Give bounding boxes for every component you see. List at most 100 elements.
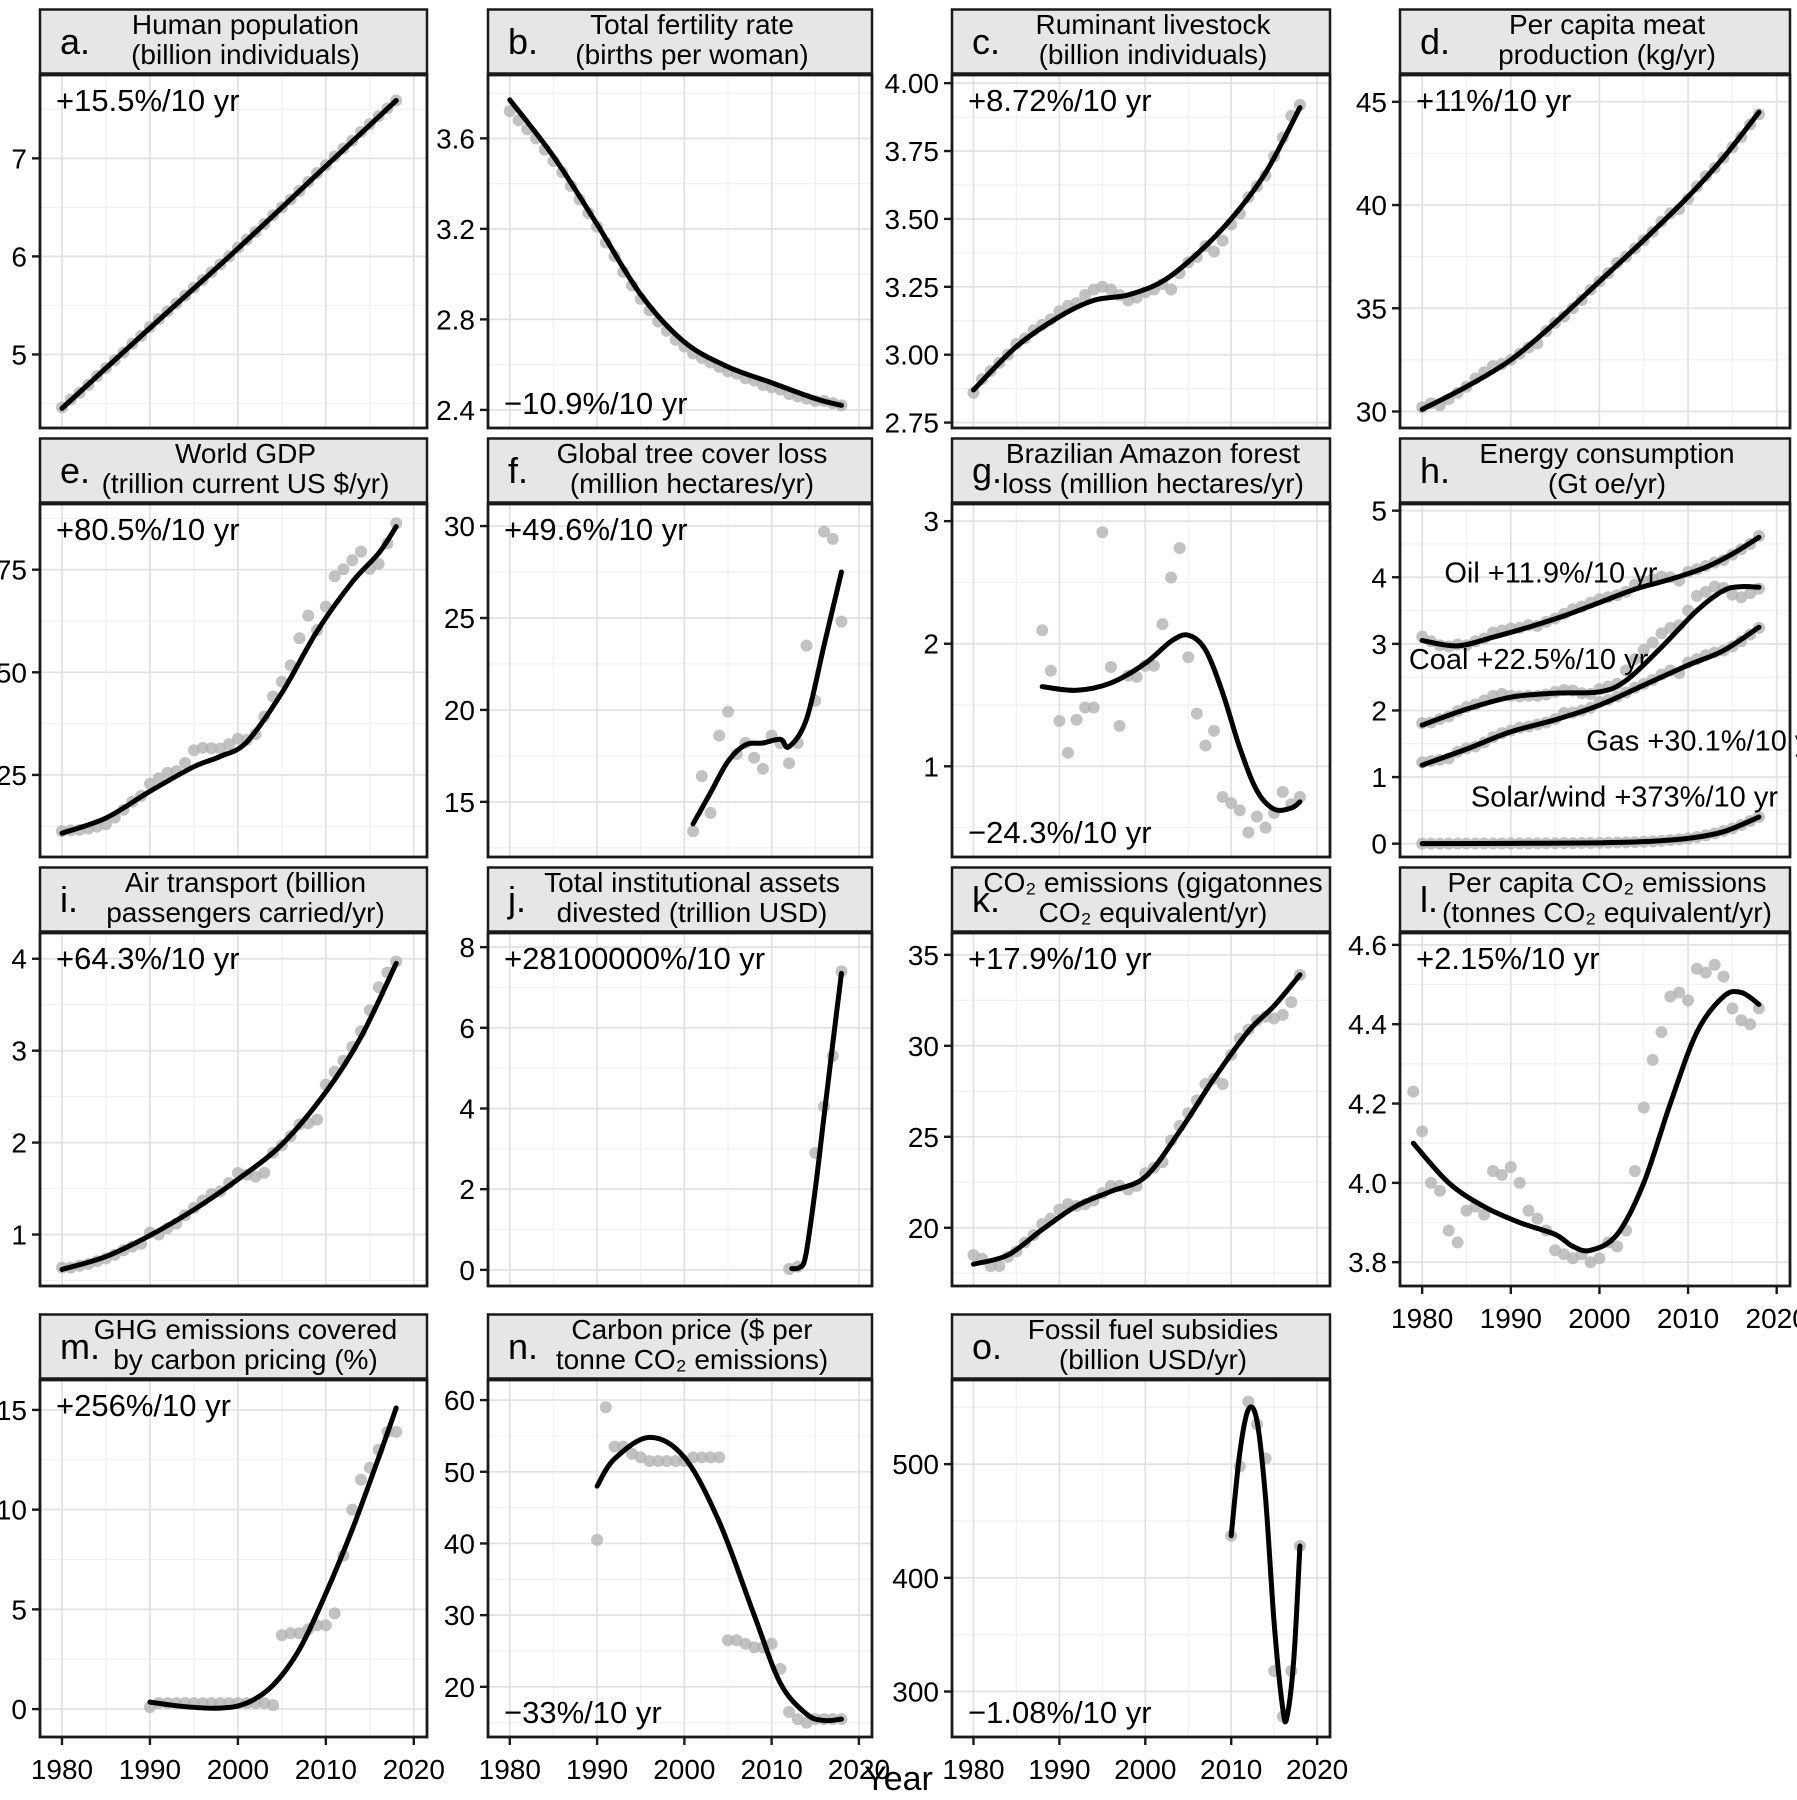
rate-annotation: +2.15%/10 yr bbox=[1416, 941, 1600, 976]
x-tick-label: 1990 bbox=[566, 1754, 628, 1785]
y-tick-label: 400 bbox=[892, 1563, 939, 1594]
y-tick-label: 25 bbox=[0, 760, 27, 791]
y-tick-label: 4.2 bbox=[1348, 1089, 1387, 1120]
panel-g: −24.3%/10 yr g. Brazilian Amazon forestlos… bbox=[923, 437, 1332, 859]
grid bbox=[1400, 933, 1790, 1286]
y-tick-label: 1 bbox=[1371, 762, 1387, 793]
y-tick-label: 4.4 bbox=[1348, 1009, 1387, 1040]
x-tick-label: 1990 bbox=[1028, 1754, 1090, 1785]
plot-border bbox=[486, 1378, 874, 1739]
panel-letter: c. bbox=[972, 21, 1000, 62]
y-axis: 300 400 500 bbox=[892, 1449, 952, 1708]
x-tick-label: 2000 bbox=[1114, 1754, 1176, 1785]
plot-border bbox=[486, 502, 874, 859]
plot-border bbox=[38, 1378, 429, 1739]
y-tick-label: 0 bbox=[11, 1694, 27, 1725]
grid bbox=[952, 933, 1330, 1286]
trend-line-solar_wind bbox=[1419, 814, 1762, 847]
y-tick-label: 3 bbox=[923, 506, 939, 537]
panel-title-line2: (million hectares/yr) bbox=[570, 468, 814, 499]
panel-k: +17.9%/10 yr k.CO₂ emissions (gigatonnesC… bbox=[908, 866, 1332, 1288]
panel-title-line1: CO₂ emissions (gigatonnes bbox=[983, 867, 1322, 898]
panel-title-line1: Brazilian Amazon forest bbox=[1006, 438, 1300, 469]
rate-annotation: +64.3%/10 yr bbox=[56, 941, 240, 976]
y-tick-label: 3 bbox=[1371, 629, 1387, 660]
x-tick-label: 2020 bbox=[383, 1754, 445, 1785]
plot-area bbox=[40, 504, 427, 857]
trend-line-co2_emissions bbox=[970, 972, 1303, 1267]
trend-line-fertility bbox=[507, 97, 844, 408]
panel-title-line1: Per capita CO₂ emissions bbox=[1448, 867, 1767, 898]
rate-annotation: +256%/10 yr bbox=[56, 1388, 231, 1423]
plot-area bbox=[952, 75, 1330, 428]
x-tick-label: 2020 bbox=[1746, 1303, 1797, 1334]
y-tick-label: 3.25 bbox=[885, 272, 940, 303]
plot-area bbox=[488, 933, 872, 1286]
grid bbox=[488, 75, 872, 428]
y-tick-label: 3.8 bbox=[1348, 1247, 1387, 1278]
y-tick-label: 2.8 bbox=[436, 304, 475, 335]
panel-title-line2: production (kg/yr) bbox=[1498, 39, 1716, 70]
panel-letter: m. bbox=[60, 1326, 100, 1367]
y-axis: 30 35 40 45 bbox=[1356, 87, 1400, 427]
y-tick-label: 3.6 bbox=[436, 123, 475, 154]
plot-border bbox=[38, 931, 429, 1288]
panel-letter: b. bbox=[508, 21, 538, 62]
y-axis: 5 6 7 bbox=[11, 143, 40, 370]
panel-h: Oil +11.9%/10 yr Coal +22.5%/10 yr Gas +30… bbox=[1371, 437, 1797, 860]
panel-strip: l. Per capita CO₂ emissions(tonnes CO₂ eq… bbox=[1398, 866, 1792, 933]
rate-annotation: +80.5%/10 yr bbox=[56, 512, 240, 547]
y-tick-label: 3.00 bbox=[885, 340, 940, 371]
panel-title-line1: Carbon price ($ per bbox=[571, 1314, 812, 1345]
y-axis: 3.8 4.0 4.2 4.4 4.6 bbox=[1348, 930, 1400, 1278]
y-axis: 0 1 2 3 4 5 bbox=[1371, 496, 1400, 860]
series-label-oil: Oil +11.9%/10 yr bbox=[1444, 558, 1657, 590]
panel-j: +28100000%/10 yr j. Total institutional as… bbox=[459, 866, 874, 1288]
plot-area bbox=[488, 504, 872, 857]
plot-area bbox=[40, 933, 427, 1286]
panel-strip: c. Ruminant livestock(billion individuals… bbox=[950, 8, 1332, 75]
y-tick-label: 4 bbox=[1371, 562, 1387, 593]
trend-line-livestock bbox=[970, 105, 1303, 393]
rate-annotation: −33%/10 yr bbox=[504, 1695, 662, 1730]
panel-title-line2: (tonnes CO₂ equivalent/yr) bbox=[1442, 897, 1772, 928]
y-tick-label: 5 bbox=[11, 339, 27, 370]
y-axis: 1 2 3 4 bbox=[11, 944, 40, 1251]
grid bbox=[488, 933, 872, 1286]
panel-title-line2: (trillion current US $/yr) bbox=[102, 468, 390, 499]
panel-letter: n. bbox=[508, 1326, 538, 1367]
y-tick-label: 2 bbox=[923, 629, 939, 660]
y-tick-label: 20 bbox=[908, 1213, 939, 1244]
rate-annotation: +28100000%/10 yr bbox=[504, 941, 765, 976]
panel-letter: k. bbox=[972, 879, 1000, 920]
panel-title-line2: (billion individuals) bbox=[131, 39, 360, 70]
y-tick-label: 15 bbox=[0, 1395, 27, 1426]
y-tick-label: 4 bbox=[459, 1093, 475, 1124]
panel-title-line2: passengers carried/yr) bbox=[106, 897, 385, 928]
y-tick-label: 25 bbox=[908, 1122, 939, 1153]
panel-title-line1: Human population bbox=[132, 9, 359, 40]
trend-line-amazon_loss bbox=[1039, 632, 1303, 813]
y-tick-label: 30 bbox=[444, 511, 475, 542]
plot-area bbox=[1400, 933, 1790, 1286]
plot-area bbox=[1400, 75, 1790, 428]
panel-letter: i. bbox=[60, 879, 78, 920]
y-tick-label: 8 bbox=[459, 932, 475, 963]
trend-line-fossil_fuel_subsidies bbox=[1228, 1404, 1303, 1725]
plot-border bbox=[1398, 73, 1792, 430]
y-tick-label: 6 bbox=[459, 1013, 475, 1044]
panel-strip: f. Global tree cover loss(million hectare… bbox=[486, 437, 874, 504]
panel-strip: e. World GDP(trillion current US $/yr) bbox=[38, 437, 429, 504]
panel-title-line2: tonne CO₂ emissions) bbox=[556, 1344, 828, 1375]
panel-e: +80.5%/10 yr e. World GDP(trillion current… bbox=[0, 437, 429, 859]
panel-f: +49.6%/10 yr f. Global tree cover loss(mil… bbox=[444, 437, 874, 859]
x-tick-label: 1980 bbox=[479, 1754, 541, 1785]
y-axis: 0 2 4 6 8 bbox=[459, 932, 488, 1286]
panel-title-line2: (births per woman) bbox=[575, 39, 808, 70]
grid bbox=[952, 504, 1330, 857]
y-tick-label: 3.2 bbox=[436, 214, 475, 245]
